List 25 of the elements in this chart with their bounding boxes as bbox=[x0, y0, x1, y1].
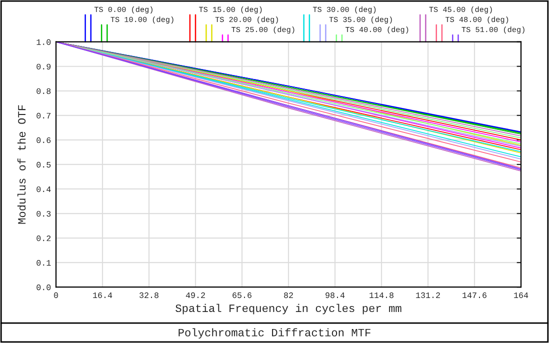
y-tick-label: 0.9 bbox=[36, 64, 51, 70]
y-tick-label: 0.8 bbox=[36, 88, 51, 94]
y-tick-label: 0.1 bbox=[36, 260, 51, 266]
x-tick-label: 164 bbox=[514, 292, 528, 298]
x-tick-label: 49.2 bbox=[186, 292, 205, 298]
y-tick-label: 0.2 bbox=[36, 235, 51, 242]
x-tick-label: 98.4 bbox=[326, 292, 345, 298]
x-tick-label: 82 bbox=[284, 292, 293, 298]
x-tick-label: 0 bbox=[54, 292, 58, 298]
x-tick-label: 32.8 bbox=[140, 292, 158, 298]
y-tick-label: 0.6 bbox=[36, 137, 51, 144]
y-tick-label: 0.0 bbox=[36, 284, 51, 290]
x-tick-label: 147.6 bbox=[462, 292, 486, 298]
y-tick-label: 0.7 bbox=[36, 112, 50, 119]
text: Polychromatic Diffraction MTF bbox=[178, 328, 370, 339]
y-axis-title: Modulus of the OTF bbox=[17, 105, 26, 224]
y-tick-label: 0.4 bbox=[36, 186, 51, 192]
y-tick-label: 0.3 bbox=[36, 210, 51, 217]
x-axis-title: Spatial Frequency in cycles per mm bbox=[176, 304, 402, 314]
y-tick-label: 0.5 bbox=[36, 162, 51, 168]
x-tick-label: 16.4 bbox=[93, 292, 112, 298]
x-tick-label: 131.2 bbox=[416, 292, 440, 298]
y-tick-label: 1.0 bbox=[36, 39, 51, 45]
x-tick-label: 114.8 bbox=[370, 292, 394, 298]
x-tick-label: 65.6 bbox=[232, 292, 252, 298]
